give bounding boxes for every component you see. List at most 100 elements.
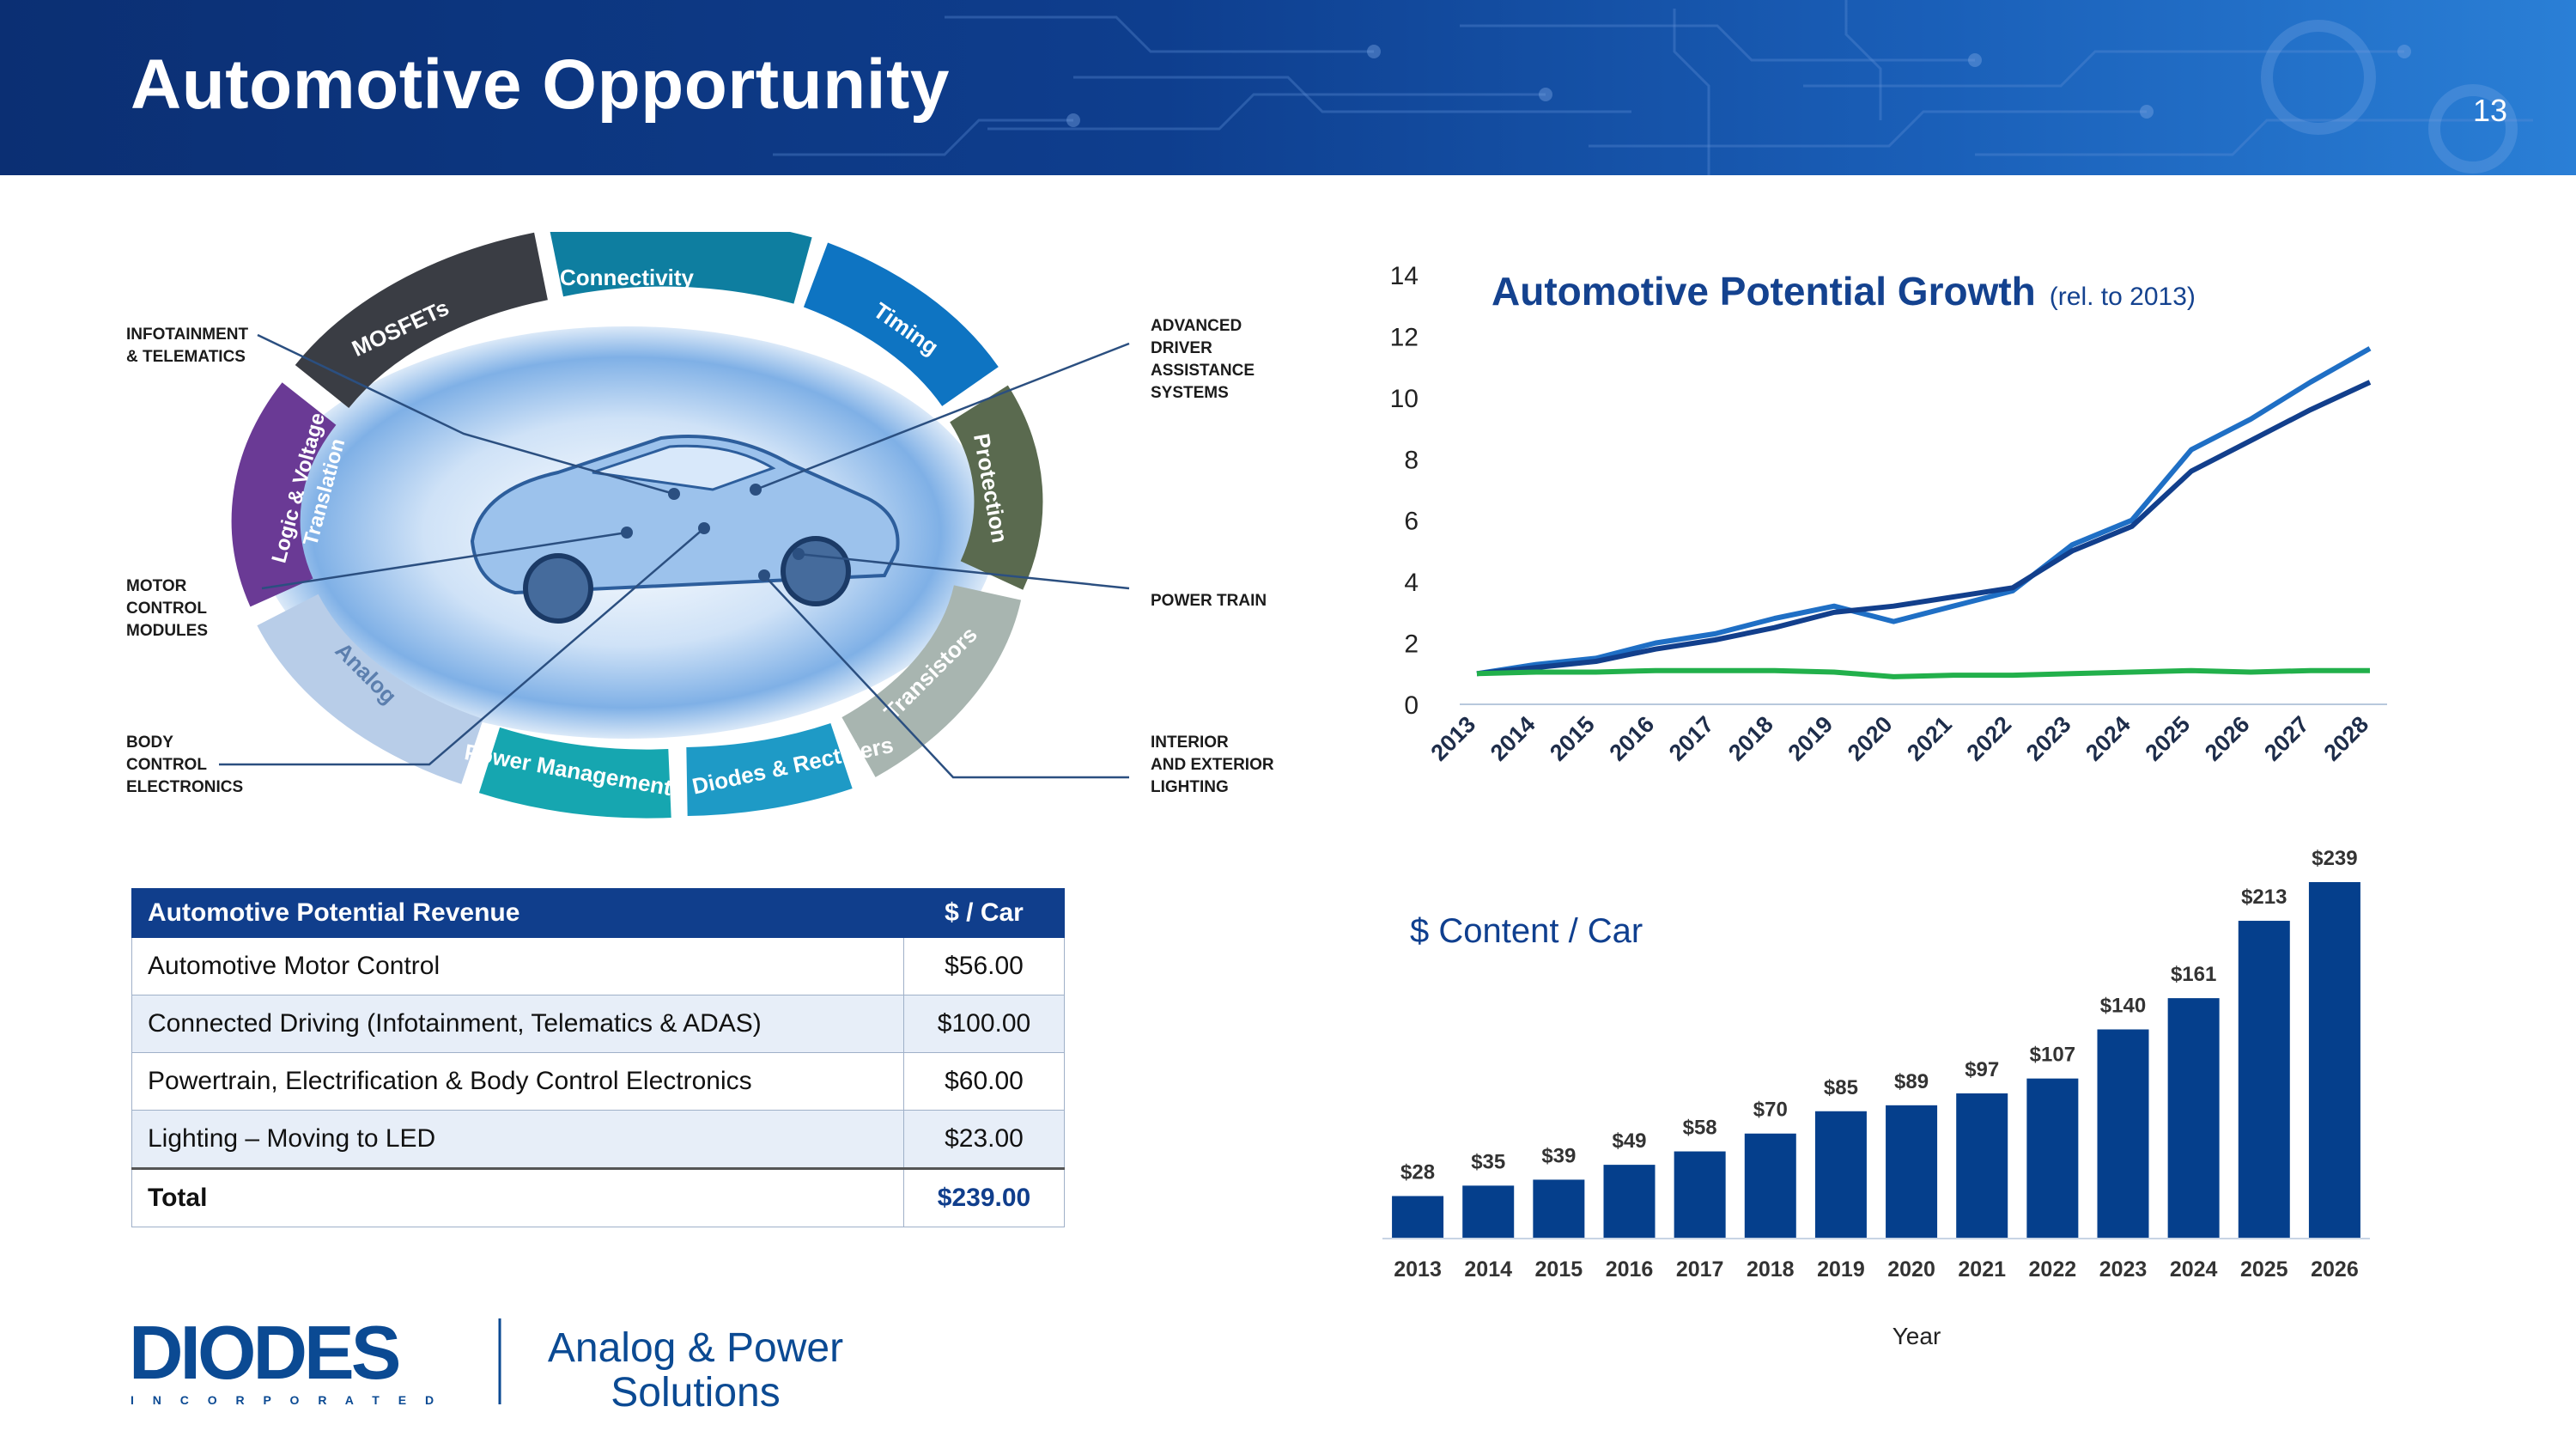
bar-chart-title: $ Content / Car <box>1410 912 1643 950</box>
segment-logic-voltage <box>231 382 337 607</box>
header-banner: Automotive Opportunity 13 <box>0 0 2576 175</box>
bar-data-label: $107 <box>2030 1044 2075 1067</box>
x-tick-label: 2026 <box>2311 1257 2359 1282</box>
automotive-segments-diagram: Connectivity Timing Protection Transisto… <box>126 232 1274 819</box>
y-tick-label: 2 <box>1404 630 1419 659</box>
bar <box>2308 882 2360 1238</box>
logo-tagline-line2: Solutions <box>611 1370 780 1413</box>
total-label: Total <box>131 1167 904 1227</box>
row-label: Connected Driving (Infotainment, Telemat… <box>131 995 904 1053</box>
bar <box>2026 1078 2079 1238</box>
bar-data-label: $97 <box>1965 1058 1999 1081</box>
table-total-row: Total $239.00 <box>131 1167 1065 1227</box>
bar-data-label: $140 <box>2100 994 2146 1017</box>
x-tick-label: 2022 <box>1962 711 2017 766</box>
series-line-1 <box>1476 346 2372 677</box>
callout-infotainment-2: & TELEMATICS <box>126 348 246 366</box>
x-tick-label: 2026 <box>2200 711 2255 766</box>
bar-data-label: $49 <box>1612 1129 1646 1153</box>
y-tick-label: 10 <box>1390 385 1419 413</box>
callout-lighting-3: LIGHTING <box>1151 778 1229 796</box>
y-tick-label: 4 <box>1404 569 1419 597</box>
x-tick-label: 2014 <box>1464 1257 1512 1282</box>
bar <box>1886 1105 1938 1238</box>
total-value: $239.00 <box>903 1167 1065 1227</box>
line-chart-title: Automotive Potential Growth <box>1492 269 2036 314</box>
bar-data-label: $161 <box>2171 963 2216 986</box>
callout-adas-3: ASSISTANCE <box>1151 362 1255 380</box>
series-line-3 <box>1476 667 2370 679</box>
x-tick-label: 2023 <box>2021 711 2076 766</box>
line-chart-subtitle: (rel. to 2013) <box>2050 283 2196 311</box>
x-tick-label: 2018 <box>1723 711 1778 766</box>
segment-analog <box>257 594 483 784</box>
bar <box>2167 998 2220 1238</box>
logo-incorporated: I N C O R P O R A T E D <box>131 1393 441 1407</box>
series-line-2 <box>1476 380 2372 677</box>
bar <box>1533 1179 1585 1238</box>
callout-adas-4: SYSTEMS <box>1151 384 1229 402</box>
x-tick-label: 2015 <box>1545 711 1600 766</box>
bar <box>1674 1151 1726 1238</box>
diodes-logo: DIODES I N C O R P O R A T E D Analog & … <box>129 1318 843 1413</box>
content-per-car-bar-chart: $ Content / Car $28 2013 $35 2014 $39 2015 $49 2… <box>1382 847 2370 1349</box>
x-axis-title: Year <box>1893 1323 1941 1349</box>
segment-diodes-rectifiers <box>685 722 853 816</box>
callout-body-1: BODY <box>126 734 173 752</box>
table-row: Powertrain, Electrification & Body Contr… <box>131 1052 1065 1111</box>
bar <box>1744 1133 1796 1238</box>
segment-mosfets <box>295 232 549 409</box>
bar <box>1392 1196 1444 1238</box>
x-tick-label: 2020 <box>1887 1257 1935 1282</box>
table-row: Connected Driving (Infotainment, Telemat… <box>131 995 1065 1053</box>
callout-lighting-1: INTERIOR <box>1151 734 1229 752</box>
table-row: Lighting – Moving to LED $23.00 <box>131 1110 1065 1169</box>
x-tick-label: 2027 <box>2259 711 2314 766</box>
bar-data-label: $58 <box>1683 1117 1717 1140</box>
x-tick-label: 2021 <box>1958 1257 2006 1282</box>
x-tick-label: 2013 <box>1426 711 1481 766</box>
bar-data-label: $85 <box>1824 1076 1858 1099</box>
slide-title: Automotive Opportunity <box>131 46 950 124</box>
x-tick-label: 2024 <box>2170 1257 2218 1282</box>
row-label: Automotive Motor Control <box>131 937 904 995</box>
x-tick-label: 2014 <box>1485 711 1540 766</box>
x-tick-label: 2018 <box>1747 1257 1795 1282</box>
callout-motor-3: MODULES <box>126 622 208 640</box>
bar-data-label: $39 <box>1541 1144 1576 1167</box>
x-tick-label: 2024 <box>2081 711 2136 766</box>
bar-data-label: $239 <box>2312 847 2357 870</box>
y-tick-label: 8 <box>1404 446 1419 474</box>
x-tick-label: 2019 <box>1783 711 1838 766</box>
table-header-category: Automotive Potential Revenue <box>131 888 904 938</box>
table-header-row: Automotive Potential Revenue $ / Car <box>131 888 1065 938</box>
x-tick-label: 2023 <box>2099 1257 2148 1282</box>
callout-adas-1: ADVANCED <box>1151 317 1242 335</box>
row-label: Lighting – Moving to LED <box>131 1110 904 1169</box>
x-tick-label: 2019 <box>1817 1257 1865 1282</box>
x-tick-label: 2021 <box>1902 711 1957 766</box>
segment-protection <box>949 385 1043 590</box>
segment-transistors <box>841 584 1022 777</box>
row-value: $23.00 <box>903 1110 1065 1169</box>
bar-data-label: $35 <box>1471 1150 1505 1173</box>
x-tick-label: 2016 <box>1605 711 1660 766</box>
y-tick-label: 6 <box>1404 508 1419 536</box>
x-tick-label: 2020 <box>1843 711 1898 766</box>
bar <box>2238 921 2290 1238</box>
bar <box>2097 1029 2149 1238</box>
logo-tagline-line1: Analog & Power <box>548 1325 843 1371</box>
callout-body-3: ELECTRONICS <box>126 778 243 796</box>
bar <box>1603 1165 1656 1238</box>
revenue-table: Automotive Potential Revenue $ / Car Aut… <box>131 888 1065 1227</box>
x-tick-label: 2013 <box>1394 1257 1442 1282</box>
x-tick-label: 2015 <box>1535 1257 1583 1282</box>
bar-data-label: $89 <box>1894 1070 1929 1093</box>
callout-infotainment-1: INFOTAINMENT <box>126 326 249 344</box>
callout-adas-2: DRIVER <box>1151 339 1212 357</box>
x-tick-label: 2022 <box>2029 1257 2077 1282</box>
bar <box>1814 1111 1867 1238</box>
logo-wordmark: DIODES <box>129 1318 399 1395</box>
segment-connectivity <box>550 232 812 304</box>
callout-power-train: POWER TRAIN <box>1151 592 1267 610</box>
